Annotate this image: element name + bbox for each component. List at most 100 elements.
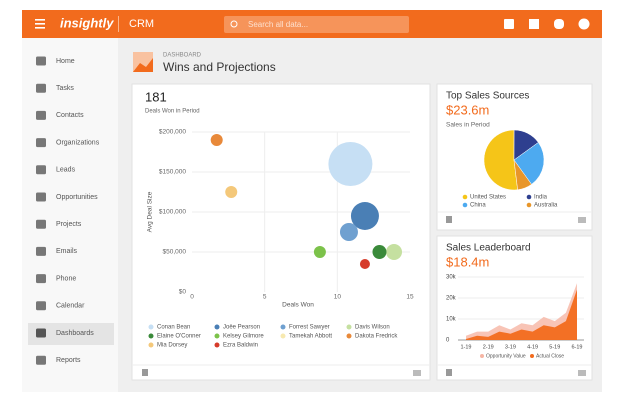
nav-icon	[36, 355, 46, 365]
bubble[interactable]	[210, 134, 223, 146]
nav-item[interactable]: Tasks	[56, 85, 74, 92]
bubble[interactable]	[339, 223, 358, 241]
nav-icon	[36, 301, 46, 311]
y-axis-label: Avg Deal Size	[147, 191, 154, 232]
pie-slice[interactable]	[513, 142, 545, 185]
x-tick-label: 0	[190, 294, 194, 301]
nav-icon	[36, 165, 46, 175]
legend-label: United States	[470, 195, 506, 201]
kpi: $23.6m	[446, 102, 489, 117]
area-panel	[436, 235, 593, 381]
nav-item[interactable]: Phone	[56, 275, 76, 282]
kpi: $18.4m	[446, 254, 489, 269]
legend-swatch	[526, 202, 532, 208]
nav-item[interactable]: Emails	[56, 248, 78, 255]
nav-icon	[36, 246, 46, 256]
legend-label: Forrest Sawyer	[289, 325, 330, 331]
kpi: 181	[145, 89, 167, 104]
bubble[interactable]	[225, 186, 238, 198]
bubble[interactable]	[359, 259, 370, 269]
search-icon	[230, 20, 238, 28]
bubble[interactable]	[350, 202, 379, 230]
x-tick-label: 2-19	[483, 344, 494, 350]
bubble[interactable]	[313, 246, 326, 258]
legend-label: Davis Wilson	[355, 325, 390, 331]
pie-slice[interactable]	[483, 129, 518, 191]
x-tick-label: 5-19	[549, 344, 560, 350]
y-tick-label: $0	[179, 289, 187, 296]
logo[interactable]: insightly	[60, 15, 114, 30]
user-icon[interactable]	[578, 18, 590, 30]
nav-item[interactable]: Opportunities	[56, 194, 98, 201]
nav-item[interactable]: Dashboards	[56, 330, 94, 337]
menu-icon[interactable]	[35, 19, 45, 29]
legend-swatch	[214, 333, 220, 339]
search-box[interactable]	[224, 16, 409, 33]
active-item	[28, 323, 114, 345]
y-tick-label: 10k	[446, 317, 457, 323]
nav-icon	[36, 138, 46, 148]
nav-icon	[36, 83, 46, 93]
owner-icon[interactable]	[446, 369, 452, 376]
legend-label: India	[534, 195, 548, 201]
legend-label: Kelsey Gilmore	[223, 334, 264, 340]
legend-label: China	[470, 203, 486, 209]
legend-label: Ezra Baldwin	[223, 343, 258, 349]
divider	[118, 16, 119, 32]
y-tick-label: $200,000	[159, 129, 186, 136]
x-tick-label: 3-19	[505, 344, 516, 350]
bubble[interactable]	[386, 244, 403, 260]
dashboard-icon-graph	[133, 58, 153, 72]
list-icon[interactable]	[578, 217, 586, 223]
legend-swatch	[346, 333, 352, 339]
page-title: Wins and Projections	[163, 60, 276, 74]
nav-item[interactable]: Contacts	[56, 112, 84, 119]
nav-item[interactable]: Leads	[56, 167, 76, 174]
apps-icon[interactable]	[529, 19, 539, 29]
list-icon[interactable]	[578, 370, 586, 376]
legend-swatch	[346, 324, 352, 330]
nav-item[interactable]: Organizations	[56, 139, 100, 146]
legend-swatch	[280, 333, 286, 339]
nav-icon	[36, 219, 46, 229]
bell-icon[interactable]	[554, 19, 564, 29]
owner-icon[interactable]	[446, 216, 452, 223]
x-tick-label: 15	[406, 294, 414, 301]
nav-item[interactable]: Projects	[56, 221, 82, 228]
nav-item[interactable]: Home	[56, 58, 75, 65]
list-icon[interactable]	[413, 370, 421, 376]
app-name: CRM	[129, 18, 154, 30]
legend-swatch	[480, 354, 484, 358]
panel-title: Sales Leaderboard	[446, 243, 531, 254]
bubble[interactable]	[372, 245, 387, 259]
kpi-label: Deals Won in Period	[145, 109, 200, 115]
x-axis-label: Deals Won	[282, 302, 314, 309]
kpi-label: Sales in Period	[446, 122, 490, 129]
area	[466, 283, 577, 340]
legend-swatch	[462, 202, 468, 208]
nav-item[interactable]: Reports	[56, 357, 81, 364]
legend-label: Mia Dorsey	[157, 343, 187, 349]
nav-icon	[36, 110, 46, 120]
legend-swatch	[214, 324, 220, 330]
legend-swatch	[148, 333, 154, 339]
x-tick-label: 4-19	[527, 344, 538, 350]
nav-item[interactable]: Calendar	[56, 303, 85, 310]
legend-swatch	[280, 324, 286, 330]
panel-title: Top Sales Sources	[446, 91, 529, 102]
legend-label: Joëe Pearson	[223, 325, 260, 331]
legend-swatch	[462, 194, 468, 200]
x-tick-label: 10	[334, 294, 342, 301]
x-tick-label: 6-19	[571, 344, 582, 350]
add-icon[interactable]	[504, 19, 514, 29]
legend-label: Tamekah Abbott	[289, 334, 332, 340]
legend-swatch	[530, 354, 534, 358]
scatter-panel	[131, 83, 431, 381]
section-label: DASHBOARD	[163, 53, 202, 59]
owner-icon[interactable]	[142, 369, 148, 376]
bubble[interactable]	[328, 142, 373, 186]
pie-slice[interactable]	[513, 159, 532, 191]
nav-icon	[36, 328, 46, 338]
legend-label: Dakota Fredrick	[355, 334, 398, 340]
